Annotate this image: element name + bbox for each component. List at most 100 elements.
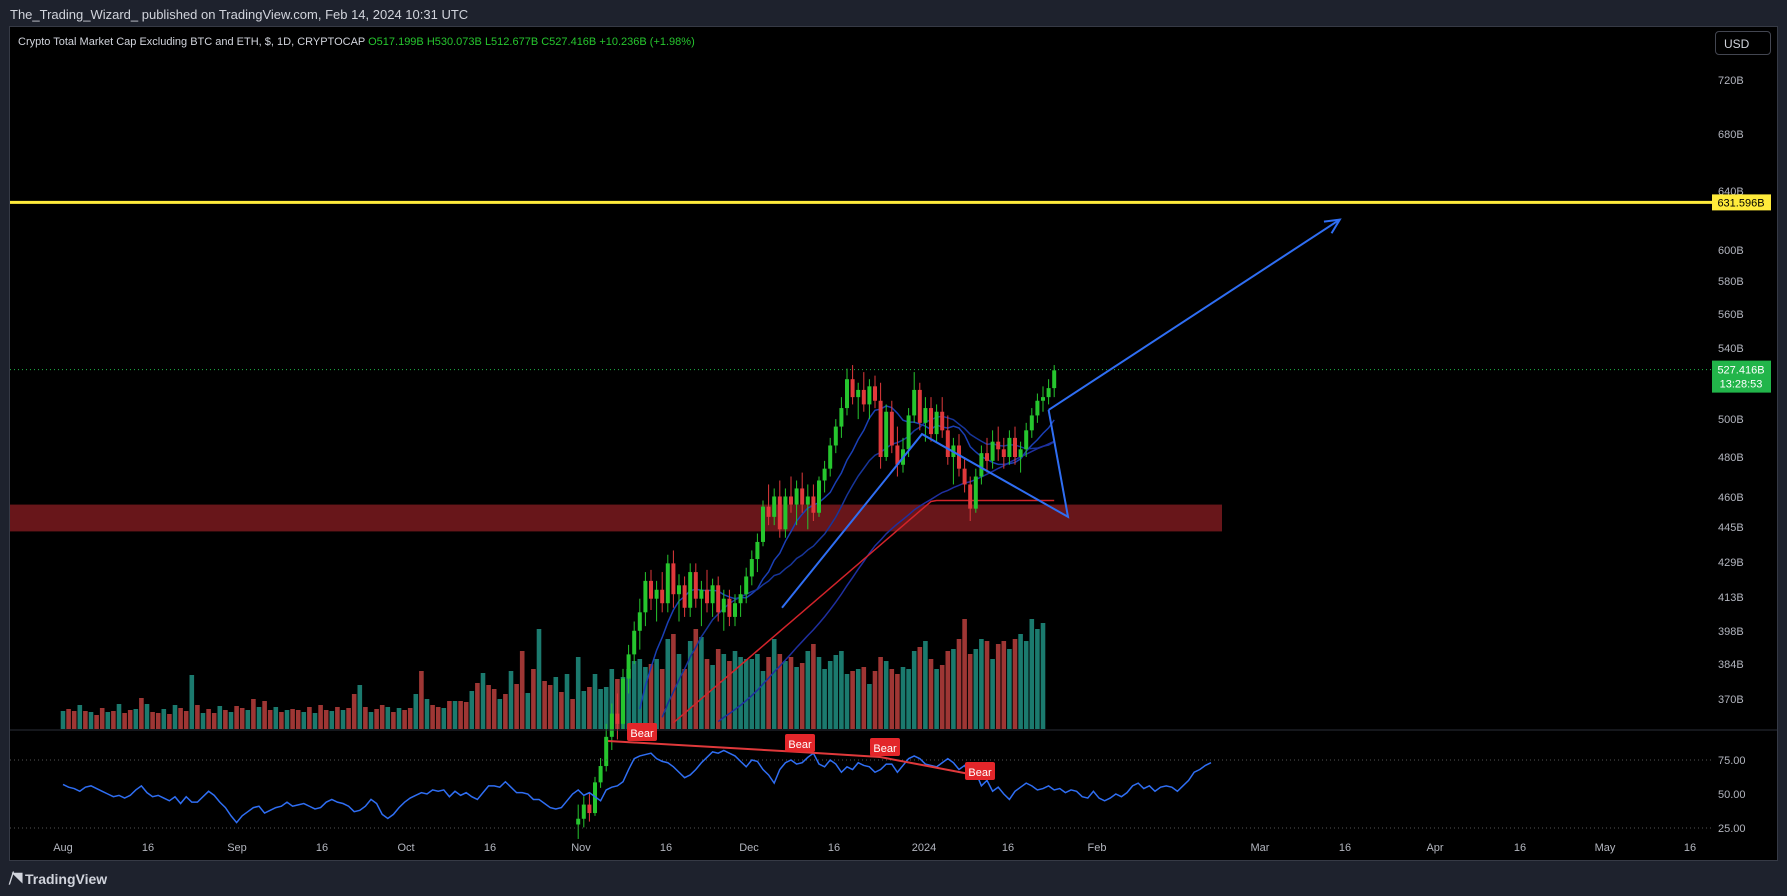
- candle-body: [1041, 397, 1045, 401]
- tradingview-logo[interactable]: ⧸◥ TradingView: [9, 870, 107, 887]
- volume-bar: [676, 654, 682, 729]
- time-axis-label: Aug: [53, 842, 73, 854]
- candle-body: [940, 411, 945, 431]
- volume-bar: [945, 651, 951, 729]
- volume-bar: [83, 711, 88, 729]
- volume-bar: [407, 708, 413, 729]
- last-price-label: 527.416B: [1717, 365, 1764, 377]
- volume-bar: [105, 712, 111, 729]
- volume-bar: [799, 663, 805, 729]
- volume-bar: [531, 669, 536, 729]
- volume-bar: [458, 701, 463, 729]
- candle-body: [817, 480, 821, 513]
- volume-bar: [475, 683, 480, 729]
- candle-body: [867, 386, 872, 405]
- candle-body: [973, 476, 978, 509]
- volume-bar: [346, 708, 351, 729]
- volume-bar: [318, 705, 323, 729]
- volume-bar: [749, 659, 755, 729]
- volume-bar: [811, 644, 816, 729]
- candle-body: [833, 426, 838, 446]
- bear-label: Bear: [873, 743, 897, 755]
- volume-bar: [699, 637, 704, 729]
- volume-bar: [279, 712, 284, 729]
- candle-body: [716, 585, 721, 613]
- volume-bar: [855, 669, 861, 729]
- candle-body: [721, 598, 726, 613]
- price-tick-label: 580B: [1718, 276, 1744, 288]
- volume-bar: [654, 659, 659, 729]
- candle-body: [968, 484, 973, 509]
- candle-body: [705, 589, 709, 604]
- candle-body: [693, 572, 698, 599]
- ohlc-open: O517.199B: [368, 36, 427, 48]
- volume-bar: [1018, 634, 1023, 729]
- volume-bar: [771, 639, 777, 729]
- volume-bar: [788, 657, 794, 729]
- volume-bar: [480, 673, 486, 729]
- volume-bar: [559, 692, 564, 729]
- volume-bar: [463, 702, 469, 729]
- candle-body: [609, 713, 614, 737]
- volume-bar: [363, 707, 368, 729]
- volume-bar: [290, 709, 295, 729]
- volume-bar: [973, 649, 979, 729]
- volume-bar: [273, 707, 279, 729]
- candle-body: [682, 585, 687, 608]
- time-axis-label: 16: [1684, 842, 1696, 854]
- countdown-label: 13:28:53: [1720, 379, 1763, 391]
- volume-bar: [150, 712, 155, 729]
- volume-bar: [385, 707, 391, 729]
- volume-bar: [301, 712, 307, 729]
- volume-bar: [928, 659, 934, 729]
- publish-line: The_Trading_Wizard_ published on Trading…: [10, 7, 469, 22]
- volume-bar: [94, 715, 99, 729]
- volume-bar: [570, 699, 575, 729]
- volume-bar: [351, 694, 357, 729]
- volume-bar: [889, 669, 895, 729]
- candle-body: [744, 576, 749, 595]
- candle-body: [593, 782, 597, 814]
- volume-bar: [206, 709, 211, 729]
- ohlc-close: C527.416B: [541, 36, 599, 48]
- currency-button[interactable]: USD: [1715, 31, 1771, 55]
- volume-bar: [542, 681, 547, 729]
- volume-bar: [1007, 649, 1012, 729]
- volume-bar: [167, 714, 172, 729]
- time-axis-label: Dec: [739, 842, 759, 854]
- w-pattern-line: [781, 409, 1070, 609]
- rsi-line: [62, 749, 1212, 824]
- candle-body: [749, 559, 754, 577]
- candle-body: [850, 379, 855, 398]
- volume-bar: [469, 691, 475, 729]
- volume-bar: [738, 657, 743, 729]
- price-tick-label: 370B: [1718, 694, 1744, 706]
- volume-bar: [839, 651, 844, 729]
- volume-bar: [777, 654, 783, 729]
- volume-bar: [631, 661, 637, 729]
- volume-bar: [329, 711, 335, 729]
- candle-body: [878, 400, 883, 457]
- last-price-tag: [1712, 360, 1771, 393]
- volume-bar: [979, 639, 984, 729]
- candle-body: [699, 589, 704, 599]
- volume-bar: [77, 705, 83, 729]
- volume-bar: [665, 639, 671, 729]
- candle-body: [738, 594, 743, 604]
- volume-bar: [671, 634, 676, 729]
- candle-body: [962, 468, 967, 485]
- resistance-price-label: 631.596B: [1717, 197, 1764, 209]
- candle-body: [945, 430, 950, 457]
- candle-body: [845, 379, 849, 409]
- volume-bar: [547, 685, 553, 729]
- time-axis-label: 16: [142, 842, 154, 854]
- candle-body: [761, 506, 765, 542]
- candle-body: [861, 389, 866, 405]
- volume-bar: [592, 674, 598, 729]
- volume-bar: [598, 689, 603, 729]
- volume-bar: [144, 704, 150, 729]
- volume-bar: [575, 657, 581, 729]
- candle-body: [626, 654, 631, 679]
- volume-bar: [525, 693, 531, 729]
